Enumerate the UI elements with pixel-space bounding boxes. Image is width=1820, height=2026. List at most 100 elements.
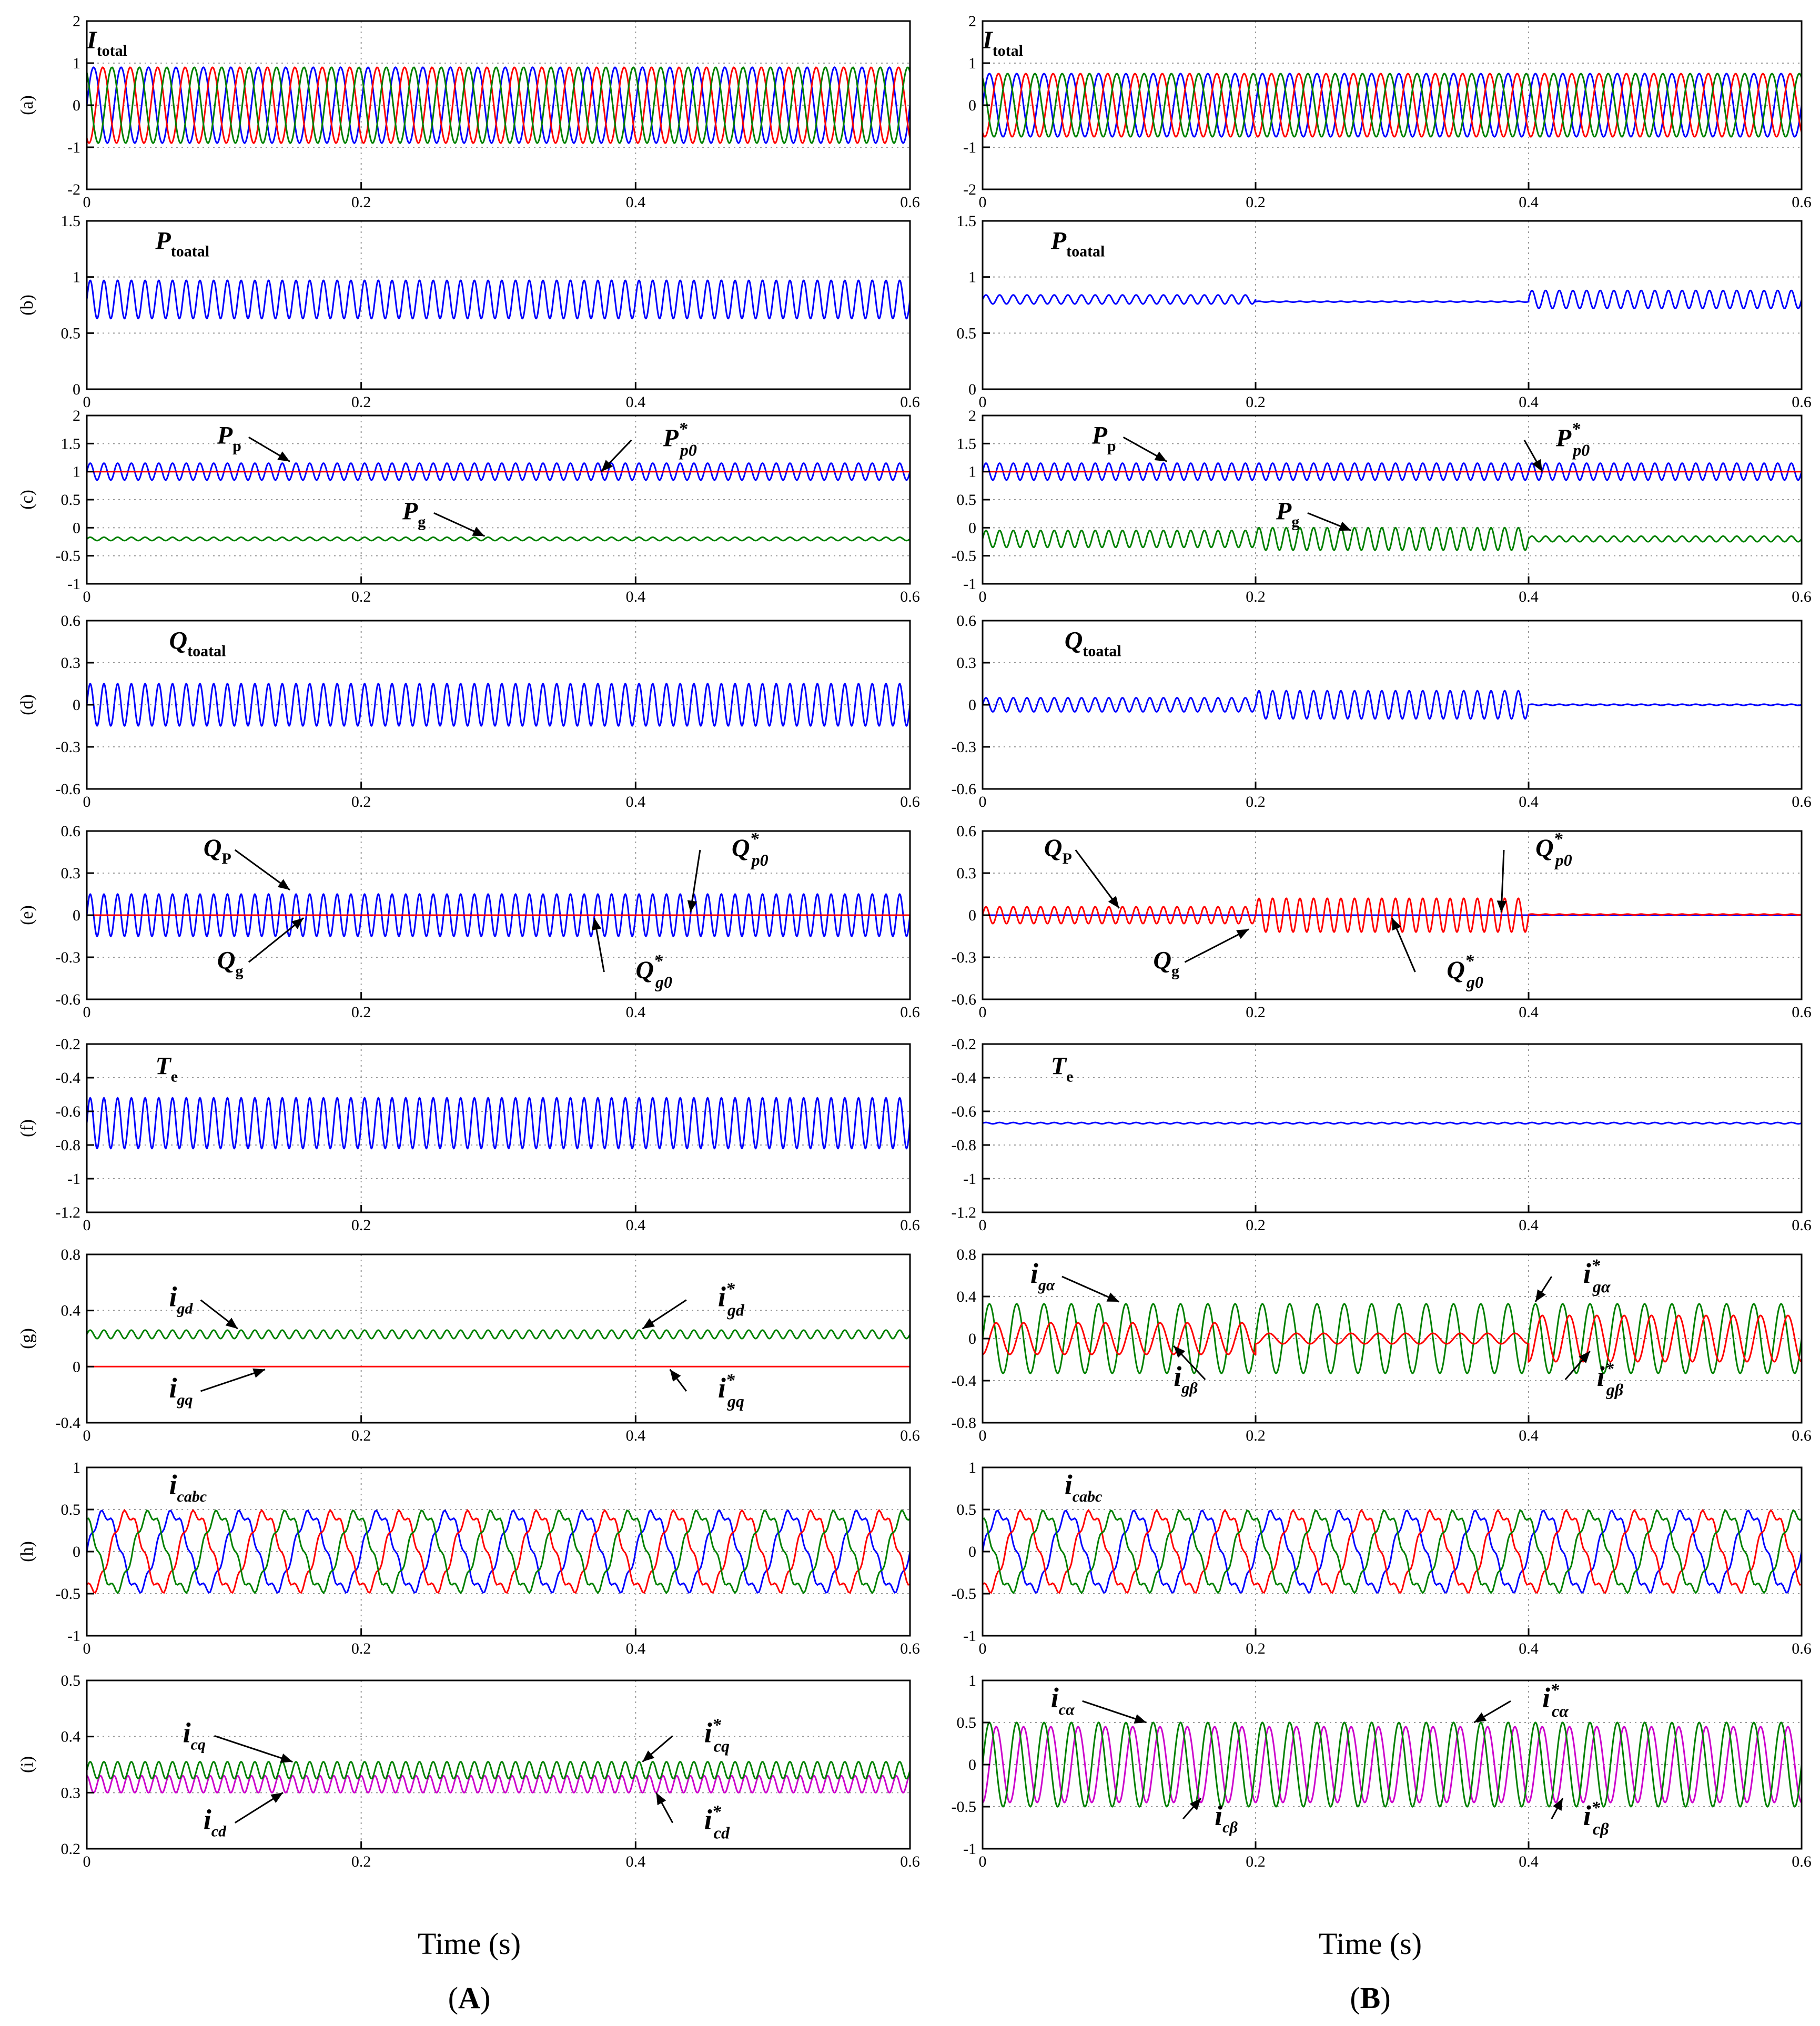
column-label-a: (A)	[448, 1981, 491, 2015]
annotation-b-d-0: Qtoatal	[1065, 626, 1121, 660]
series-a-f-0	[87, 1097, 910, 1150]
series-a-h-0	[87, 1509, 910, 1594]
annotation-b-c-2: Pg	[1276, 497, 1299, 530]
x-tick-label: 0.4	[626, 1853, 646, 1870]
annotation-arrow-head	[1189, 1798, 1201, 1810]
x-tick-label: 0.4	[1519, 194, 1539, 211]
annotation-a-c-1: P* p0	[663, 420, 697, 460]
annotation-a-c-2: Pg	[402, 497, 426, 530]
y-tick-label: 0.5	[61, 1672, 81, 1689]
y-tick-label: 0.5	[957, 1501, 977, 1518]
x-tick-label: 0.4	[626, 1004, 646, 1021]
panel-b-f: 0 0.2 0.4 0.6 -0.2 -0.4 -0.6 -0.8 -1 -1.2 Te	[952, 1036, 1812, 1234]
column-label-a-letter: A	[458, 1981, 480, 2015]
panel-a-e: 0 0.2 0.4 0.6 0.6 0.3 0 -0.3 -0.6 (e) QP Q* p0 Qg Q* g0	[17, 823, 920, 1021]
x-tick-label: 0.6	[1792, 1640, 1812, 1657]
series-b-g-0	[983, 1303, 1802, 1374]
y-tick-label: 0	[73, 519, 80, 536]
annotation-a-i-1: i* cq	[704, 1715, 730, 1755]
x-tick-label: 0.4	[1519, 1004, 1539, 1021]
series-b-h-0	[983, 1509, 1802, 1594]
y-tick-label: 0	[73, 97, 80, 114]
column-label-b: (B)	[1350, 1981, 1390, 2015]
y-tick-label: 0.3	[61, 1784, 81, 1801]
series-b-h-2	[983, 1509, 1802, 1595]
y-tick-label: -1	[963, 1627, 976, 1645]
y-tick-label: -0.6	[56, 1103, 81, 1120]
annotation-arrow-head	[1236, 929, 1249, 939]
x-tick-label: 0.6	[1792, 1853, 1812, 1870]
annotation-arrow-head	[1134, 1714, 1147, 1724]
row-label: (c)	[17, 490, 37, 510]
x-tick-label: 0.2	[351, 793, 371, 811]
y-tick-label: 1	[968, 55, 976, 72]
panel-b-e: 0 0.2 0.4 0.6 0.6 0.3 0 -0.3 -0.6 QP Q* p0 Qg Q* g0	[952, 823, 1812, 1021]
x-tick-label: 0	[83, 194, 91, 211]
x-axis-title-right: Time (s)	[1319, 1927, 1422, 1961]
annotation-b-g-0: igα	[1030, 1258, 1055, 1294]
annotation-arrow-head	[277, 879, 290, 890]
x-tick-label: 0.2	[1246, 793, 1266, 811]
x-tick-label: 0.6	[1792, 393, 1812, 411]
series-a-b-0	[87, 279, 910, 320]
y-tick-label: 1	[968, 463, 976, 481]
annotation-a-i-0: icq	[183, 1717, 206, 1753]
annotation-arrow-head	[656, 1792, 666, 1806]
y-tick-label: 0	[968, 696, 976, 714]
x-tick-label: 0	[979, 194, 987, 211]
x-tick-label: 0.6	[900, 793, 920, 811]
y-tick-label: -0.3	[952, 949, 977, 966]
annotation-arrow-head	[1106, 1292, 1119, 1302]
y-tick-label: -1	[67, 139, 80, 156]
x-tick-label: 0.4	[626, 1640, 646, 1657]
y-tick-label: 1	[968, 1672, 976, 1689]
annotation-a-e-0: QP	[204, 834, 231, 867]
annotation-a-g-1: i* gd	[718, 1280, 745, 1320]
y-tick-label: 0.3	[61, 865, 81, 882]
x-tick-label: 0.6	[900, 1853, 920, 1870]
y-tick-label: -0.2	[952, 1036, 977, 1053]
y-tick-label: 0.3	[957, 654, 977, 672]
annotation-b-i-2: icβ	[1215, 1800, 1238, 1836]
annotation-arrow-head	[1497, 900, 1507, 913]
y-tick-label: 0.5	[957, 491, 977, 509]
y-tick-label: -0.6	[952, 1103, 977, 1120]
annotation-b-i-3: i* cβ	[1583, 1798, 1609, 1838]
y-tick-label: -1.2	[56, 1204, 81, 1221]
x-tick-label: 0.2	[351, 1640, 371, 1657]
series-a-d-0	[87, 683, 910, 727]
x-tick-label: 0	[83, 793, 91, 811]
annotation-a-e-1: Q* p0	[732, 829, 769, 869]
series-b-g-1	[983, 1314, 1802, 1363]
x-tick-label: 0.4	[626, 194, 646, 211]
annotation-a-e-3: Q* g0	[635, 951, 672, 991]
y-tick-label: -1	[67, 575, 80, 593]
y-tick-label: -1.2	[952, 1204, 977, 1221]
x-tick-label: 0.4	[1519, 1640, 1539, 1657]
x-tick-label: 0.2	[351, 1427, 371, 1444]
annotation-a-g-3: i* gq	[718, 1371, 744, 1411]
axes-box-b-f	[982, 1043, 1803, 1213]
y-tick-label: 0.5	[957, 325, 977, 342]
annotation-b-g-3: i* gβ	[1597, 1359, 1624, 1399]
grid-b-f	[983, 1044, 1802, 1212]
y-tick-label: 0.3	[957, 865, 977, 882]
x-tick-label: 0	[83, 1427, 91, 1444]
y-tick-label: -0.3	[56, 738, 81, 756]
annotation-arrow-head	[252, 1368, 266, 1378]
x-tick-label: 0.2	[1246, 588, 1266, 605]
panel-b-d: 0 0.2 0.4 0.6 0.6 0.3 0 -0.3 -0.6 Qtoatal	[952, 612, 1812, 811]
series-a-h-1	[87, 1508, 910, 1594]
panel-b-g: 0 0.2 0.4 0.6 0.8 0.4 0 -0.4 -0.8 igα i* gα igβ i* gβ	[952, 1246, 1812, 1444]
x-tick-label: 0.6	[900, 588, 920, 605]
annotation-arrow-line	[1075, 849, 1120, 909]
x-tick-label: 0	[979, 393, 987, 411]
annotation-arrow-head	[687, 900, 697, 913]
annotation-b-g-1: i* gα	[1583, 1256, 1611, 1296]
x-tick-label: 0	[979, 1853, 987, 1870]
y-tick-label: -0.4	[952, 1372, 977, 1390]
annotation-b-a-0: Itotal	[982, 26, 1023, 59]
grid-b-c	[983, 416, 1802, 584]
column-label-a-open: (	[448, 1981, 458, 2015]
